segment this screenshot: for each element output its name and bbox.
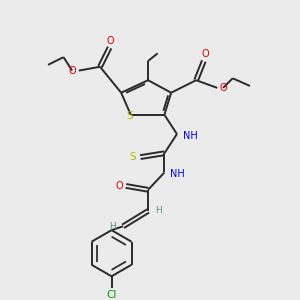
Text: S: S bbox=[127, 111, 133, 121]
Text: O: O bbox=[107, 36, 114, 46]
Text: H: H bbox=[155, 206, 162, 215]
Text: NH: NH bbox=[170, 169, 185, 179]
Text: O: O bbox=[219, 83, 227, 93]
Text: H: H bbox=[109, 222, 116, 231]
Text: NH: NH bbox=[183, 131, 197, 141]
Text: S: S bbox=[129, 152, 136, 162]
Text: O: O bbox=[116, 181, 123, 191]
Text: Cl: Cl bbox=[106, 290, 117, 300]
Text: O: O bbox=[68, 66, 76, 76]
Text: O: O bbox=[202, 49, 210, 59]
